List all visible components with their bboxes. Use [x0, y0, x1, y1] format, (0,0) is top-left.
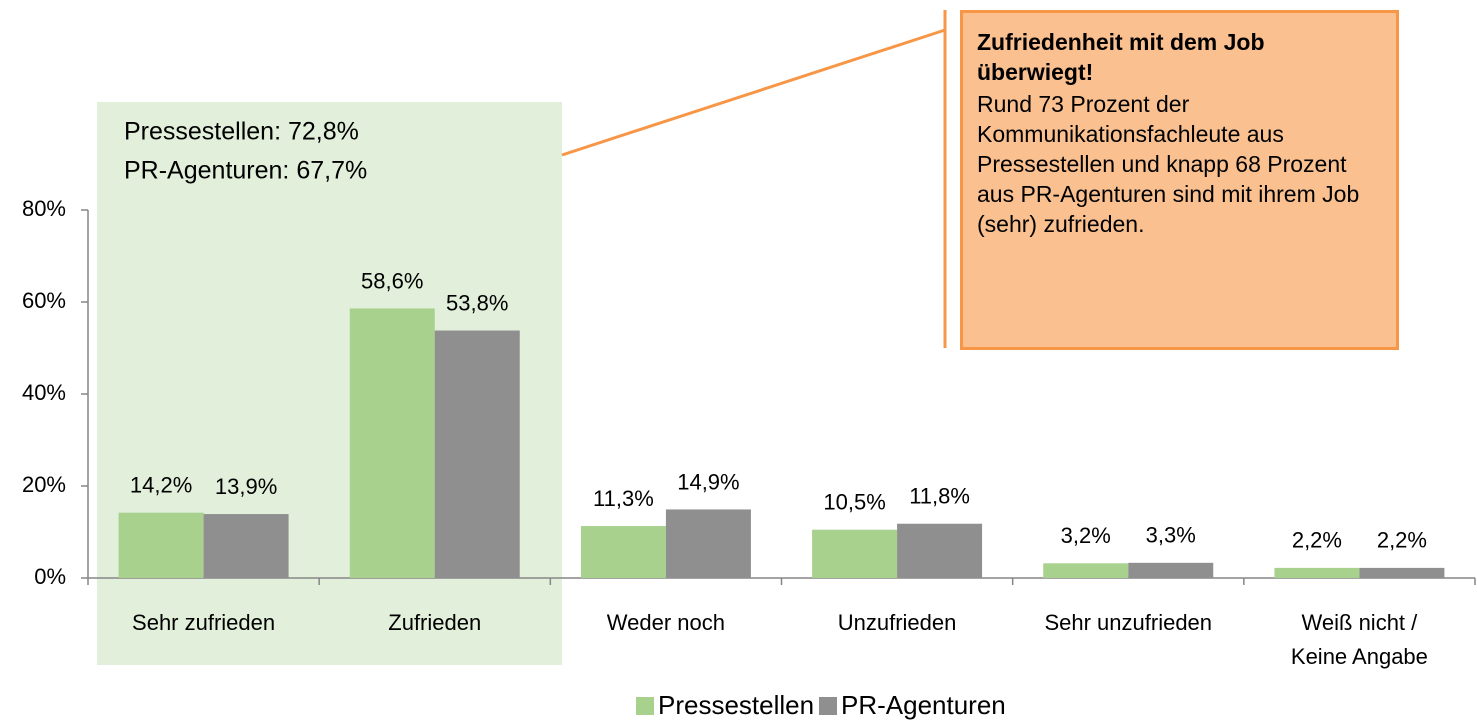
bar [118, 512, 204, 578]
x-tick-label: Sehr unzufrieden [1044, 610, 1213, 635]
y-tick-label: 0% [34, 564, 66, 589]
x-tick-label: Weder noch [606, 610, 726, 635]
value-label: 14,2% [130, 472, 192, 497]
callout: Zufriedenheit mit dem Job überwiegt! Run… [960, 10, 1399, 350]
bar [1128, 562, 1214, 578]
bar [580, 526, 666, 578]
value-label: 10,5% [823, 490, 885, 515]
y-tick-label: 80% [22, 196, 66, 221]
x-tick-label: Unzufrieden [837, 610, 957, 635]
callout-text: Rund 73 Prozent der Kommunikationsfachle… [977, 91, 1360, 237]
legend-label: PR-Agenturen [841, 690, 1006, 720]
bar [349, 308, 435, 578]
connector [561, 28, 946, 157]
annotation: PR-Agenturen: 67,7% [124, 157, 367, 185]
value-label: 14,9% [677, 469, 739, 494]
value-label: 13,9% [215, 474, 277, 499]
y-tick-label: 40% [22, 380, 66, 405]
y-tick-label: 60% [22, 288, 66, 313]
x-tick-label: Weiß nicht / Keine Angabe [1290, 610, 1428, 669]
value-label: 2,2% [1292, 528, 1342, 553]
bar [897, 523, 983, 578]
x-tick-label: Zufrieden [388, 610, 482, 635]
legend-label: Pressestellen [658, 690, 814, 720]
bar [812, 529, 898, 578]
x-tick-label: Sehr zufrieden [132, 610, 276, 635]
value-label: 3,2% [1061, 523, 1111, 548]
value-label: 11,3% [593, 486, 654, 511]
bar [434, 330, 520, 578]
bar [665, 509, 751, 578]
value-label: 3,3% [1146, 523, 1196, 548]
annotation: Pressestellen: 72,8% [124, 118, 359, 146]
bar [1043, 563, 1129, 578]
callout-title: Zufriedenheit mit dem Job überwiegt! [977, 29, 1265, 85]
y-tick-label: 20% [22, 472, 66, 497]
legend-swatch [636, 697, 654, 715]
value-label: 58,6% [361, 268, 423, 293]
legend-swatch [819, 697, 837, 715]
bar [1359, 567, 1445, 578]
value-label: 53,8% [446, 290, 508, 315]
value-label: 11,8% [909, 484, 970, 509]
bar [203, 514, 289, 578]
value-label: 2,2% [1377, 528, 1427, 553]
bar [1274, 567, 1360, 578]
